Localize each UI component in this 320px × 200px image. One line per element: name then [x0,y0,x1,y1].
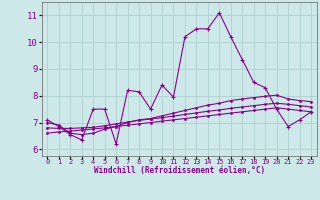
X-axis label: Windchill (Refroidissement éolien,°C): Windchill (Refroidissement éolien,°C) [94,166,265,175]
